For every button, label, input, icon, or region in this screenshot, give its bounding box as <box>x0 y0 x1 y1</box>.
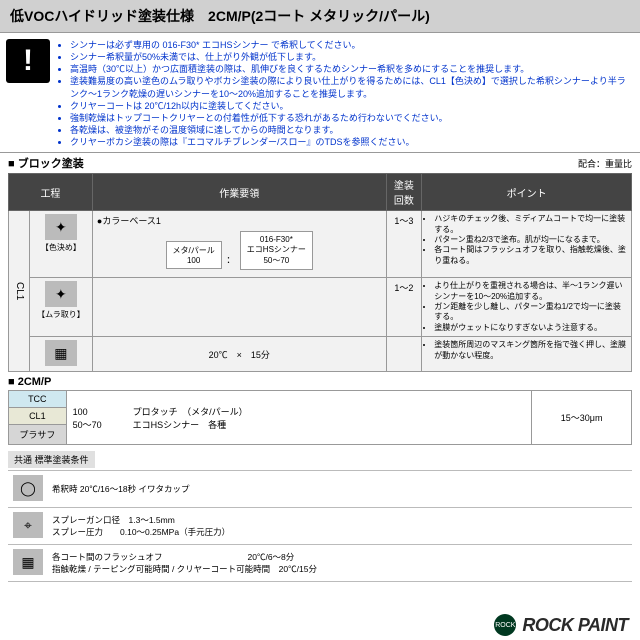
dry-icon: ▦ <box>13 549 43 575</box>
cond-title: 共通 標準塗装条件 <box>8 451 95 468</box>
point-item: 塗膜がウェットになりすぎないよう注意する。 <box>434 323 627 333</box>
cup-icon: ◯ <box>13 475 43 501</box>
point-item: より仕上がりを重視される場合は、半〜1ランク遅いシンナーを10〜20%追加する。 <box>434 281 627 302</box>
point-item: パターン重ね2/3で塗布。肌が均一になるまで。 <box>434 235 627 245</box>
notice-item: 強制乾燥はトップコートクリヤーとの付着性が低下する恐れがあるため行わないでくださ… <box>70 112 634 124</box>
work-title: ●カラーベース1 <box>97 214 382 227</box>
cond-table: ◯ 希釈時 20℃/16〜18秒 イワタカップ ⌖ スプレーガン口径 1.3〜1… <box>8 470 632 582</box>
conditions: 共通 標準塗装条件 ◯ 希釈時 20℃/16〜18秒 イワタカップ ⌖ スプレー… <box>8 451 632 582</box>
cond-icon: ▦ <box>8 545 48 582</box>
cond-text: 各コート間のフラッシュオフ 20℃/6〜8分 指触乾燥 / テーピング可能時間 … <box>48 545 632 582</box>
brand-name: ROCK PAINT <box>522 615 628 636</box>
prasaf-cell: プラサフ <box>9 425 67 445</box>
step-label: 【ムラ取り】 <box>34 309 88 320</box>
cond-icon: ⌖ <box>8 508 48 545</box>
th-times: 塗装 回数 <box>386 174 422 211</box>
block-section-title: ■ ブロック塗装 <box>8 155 84 171</box>
cond-icon: ◯ <box>8 471 48 508</box>
work-cell: 20℃ × 15分 <box>92 337 386 372</box>
notice-item: クリヤーボカシ塗装の際は『エコマルチブレンダー/スロー』のTDSを参照ください。 <box>70 136 634 148</box>
gun-icon: ⌖ <box>13 512 43 538</box>
notice-item: 塗装難易度の高い塗色のムラ取りやボカシ塗装の際により良い仕上がりを得るためには、… <box>70 75 634 99</box>
step-cell: ✦ 【ムラ取り】 <box>29 278 92 337</box>
work-cell: ●カラーベース1 メタ/パール 100 ： 016-F30* エコHSシンナー … <box>92 211 386 278</box>
notice-item: 高温時（30℃以上）かつ広面積塗装の際は、肌伸びを良くするためシンナー希釈を多め… <box>70 63 634 75</box>
mix-left: メタ/パール 100 <box>166 241 222 269</box>
cl1-label: CL1 <box>9 211 30 372</box>
step-cell: ▦ <box>29 337 92 372</box>
step-cell: ✦ 【色決め】 <box>29 211 92 278</box>
notice-item: シンナーは必ず専用の 016-F30* エコHSシンナー で希釈してください。 <box>70 39 634 51</box>
notice-list: シンナーは必ず専用の 016-F30* エコHSシンナー で希釈してください。 … <box>58 39 634 148</box>
point-cell: より仕上がりを重視される場合は、半〜1ランク遅いシンナーを10〜20%追加する。… <box>422 278 632 337</box>
point-item: ハジキのチェック後、ミディアムコートで均一に塗装する。 <box>434 214 627 235</box>
thickness: 15〜30μm <box>532 391 632 445</box>
footer: ROCK ROCK PAINT <box>494 614 628 636</box>
dry-icon: ▦ <box>45 340 77 366</box>
point-item: ガン距離を少し離し、パターン重ね1/2で均一に塗装する。 <box>434 302 627 323</box>
th-work: 作業要領 <box>92 174 386 211</box>
cond-text: 希釈時 20℃/16〜18秒 イワタカップ <box>48 471 632 508</box>
cl1-cell: CL1 <box>9 408 67 425</box>
point-cell: 塗装箇所周辺のマスキング箇所を指で強く押し、塗膜が動かない程度。 <box>422 337 632 372</box>
page-title: 低VOCハイドリッド塗装仕様 2CM/P(2コート メタリック/パール) <box>0 0 640 33</box>
point-item: 塗装箇所周辺のマスキング箇所を指で強く押し、塗膜が動かない程度。 <box>434 340 627 361</box>
work-cell <box>92 278 386 337</box>
point-cell: ハジキのチェック後、ミディアムコートで均一に塗装する。 パターン重ね2/3で塗布… <box>422 211 632 278</box>
cmp-body: 100プロタッチ （メタ/パール） 50〜70エコHSシンナー 各種 <box>66 391 532 445</box>
tcc-cell: TCC <box>9 391 67 408</box>
alert-icon: ! <box>6 39 50 83</box>
cond-text: スプレーガン口径 1.3〜1.5mm スプレー圧力 0.10〜0.25MPa（手… <box>48 508 632 545</box>
notice-block: ! シンナーは必ず専用の 016-F30* エコHSシンナー で希釈してください… <box>0 33 640 152</box>
th-step: 工程 <box>9 174 93 211</box>
times-cell: 1〜2 <box>386 278 422 337</box>
th-point: ポイント <box>422 174 632 211</box>
ratio-note: 配合：重量比 <box>578 157 632 170</box>
notice-item: クリヤーコートは 20℃/12h以内に塗装してください。 <box>70 100 634 112</box>
cmp-title: ■ 2CM/P <box>0 372 640 390</box>
notice-item: シンナー希釈量が50%未満では、仕上がり外観が低下します。 <box>70 51 634 63</box>
spraygun-icon: ✦ <box>45 281 77 307</box>
mix-sep: ： <box>226 255 235 265</box>
block-section-header: ■ ブロック塗装 配合：重量比 <box>0 152 640 173</box>
logo-icon: ROCK <box>494 614 516 636</box>
block-table: 工程 作業要領 塗装 回数 ポイント CL1 ✦ 【色決め】 ●カラーベース1 … <box>8 173 632 372</box>
point-item: 各コート間はフラッシュオフを取り、指触乾燥後、塗り重ねる。 <box>434 245 627 266</box>
mix-right: 016-F30* エコHSシンナー 50〜70 <box>240 231 313 270</box>
times-cell: 1〜3 <box>386 211 422 278</box>
spraygun-icon: ✦ <box>45 214 77 240</box>
notice-item: 各乾燥は、被塗物がその温度領域に達してからの時間となります。 <box>70 124 634 136</box>
times-cell <box>386 337 422 372</box>
step-label: 【色決め】 <box>34 242 88 253</box>
cmp-table: TCC 100プロタッチ （メタ/パール） 50〜70エコHSシンナー 各種 1… <box>8 390 632 445</box>
